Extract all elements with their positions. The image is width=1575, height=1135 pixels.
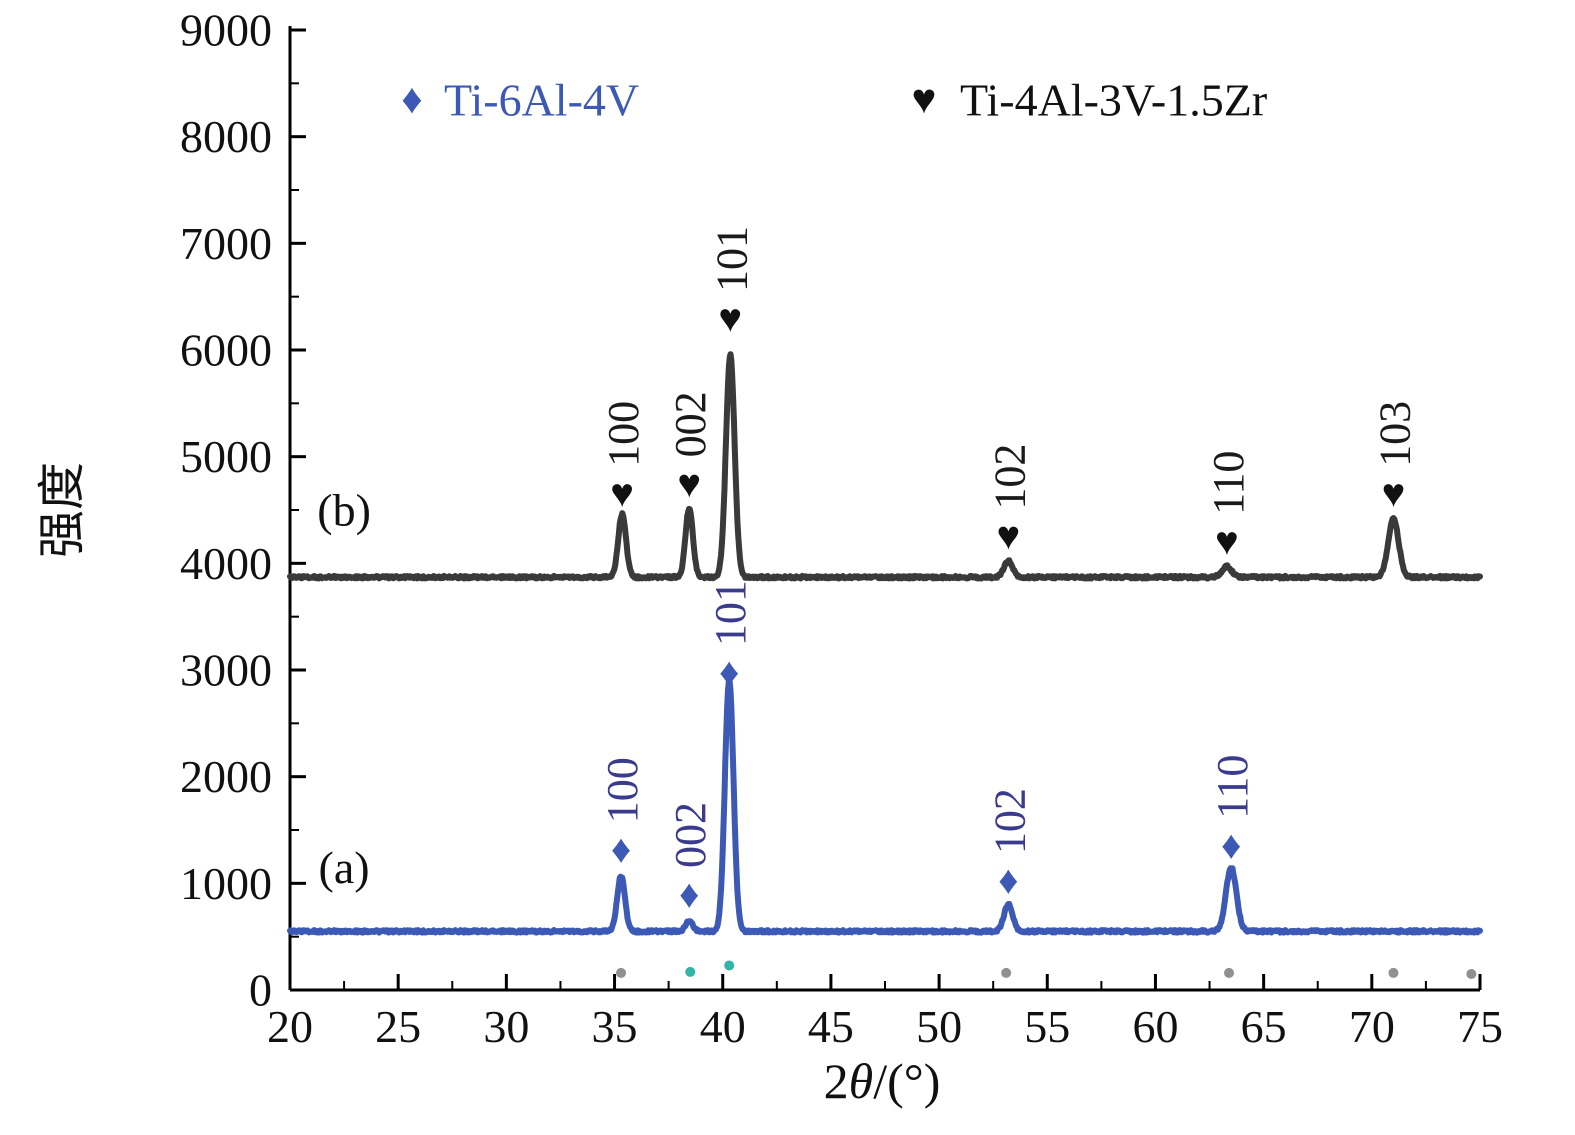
legend-label: Ti-4Al-3V-1.5Zr (960, 75, 1267, 126)
peak-marker-icon: ♦ (679, 872, 699, 917)
x-axis-title: 2θ/(°) (824, 1053, 941, 1109)
x-tick-label: 40 (700, 1001, 746, 1052)
y-tick-label: 2000 (180, 751, 272, 802)
y-tick-label: 0 (249, 965, 272, 1016)
heart-icon: ♥ (912, 77, 937, 123)
peak-marker-icon: ♦ (719, 650, 739, 695)
peak-label: 002 (666, 802, 715, 868)
peak-label: 100 (598, 757, 647, 823)
peak-marker-icon: ♦ (1221, 822, 1241, 867)
x-tick-label: 70 (1349, 1001, 1395, 1052)
peak-marker-icon: ♥ (677, 461, 701, 506)
x-tick-label: 25 (375, 1001, 421, 1052)
y-tick-label: 1000 (180, 858, 272, 909)
y-tick-label: 6000 (180, 325, 272, 376)
reference-dot (616, 967, 627, 978)
y-tick-label: 5000 (180, 431, 272, 482)
reference-dot (1466, 969, 1477, 979)
peak-label: 110 (1208, 755, 1257, 819)
reference-dot (685, 966, 696, 977)
panel-label-1: (b) (317, 485, 371, 536)
y-axis-title: 强度 (36, 462, 89, 558)
reference-dot (1001, 967, 1012, 978)
peak-label: 103 (1370, 401, 1419, 467)
reference-dot (1388, 967, 1399, 978)
y-tick-label: 3000 (180, 645, 272, 696)
x-tick-label: 45 (808, 1001, 854, 1052)
peak-label: 102 (985, 444, 1034, 510)
peak-marker-icon: ♥ (1382, 470, 1406, 515)
peak-label: 110 (1204, 451, 1253, 515)
y-tick-label: 7000 (180, 218, 272, 269)
peak-marker-icon: ♥ (610, 470, 634, 515)
peak-label: 100 (599, 401, 648, 467)
peak-marker-icon: ♥ (718, 296, 742, 341)
diamond-icon: ♦ (401, 77, 422, 123)
x-tick-label: 75 (1457, 1001, 1503, 1052)
x-tick-label: 60 (1132, 1001, 1178, 1052)
peak-label: 101 (707, 226, 756, 292)
series-curve-0 (287, 678, 1483, 936)
panel-label-0: (a) (319, 842, 370, 893)
y-tick-label: 9000 (180, 5, 272, 56)
x-tick-label: 65 (1241, 1001, 1287, 1052)
peak-marker-icon: ♦ (611, 827, 631, 872)
legend-label: Ti-6Al-4V (444, 75, 639, 126)
reference-dot (724, 960, 735, 971)
peak-label: 102 (985, 788, 1034, 854)
y-tick-label: 4000 (180, 538, 272, 589)
x-tick-label: 50 (916, 1001, 962, 1052)
peak-label: 002 (666, 391, 715, 457)
y-tick-label: 8000 (180, 111, 272, 162)
x-tick-label: 30 (483, 1001, 529, 1052)
x-tick-label: 35 (592, 1001, 638, 1052)
series-curve-1 (287, 351, 1483, 582)
peak-marker-icon: ♥ (1215, 518, 1239, 563)
peak-marker-icon: ♦ (998, 858, 1018, 903)
peak-marker-icon: ♥ (996, 513, 1020, 558)
peak-label: 101 (706, 580, 755, 646)
reference-dot (1224, 967, 1235, 978)
x-tick-label: 20 (267, 1001, 313, 1052)
x-tick-label: 55 (1024, 1001, 1070, 1052)
